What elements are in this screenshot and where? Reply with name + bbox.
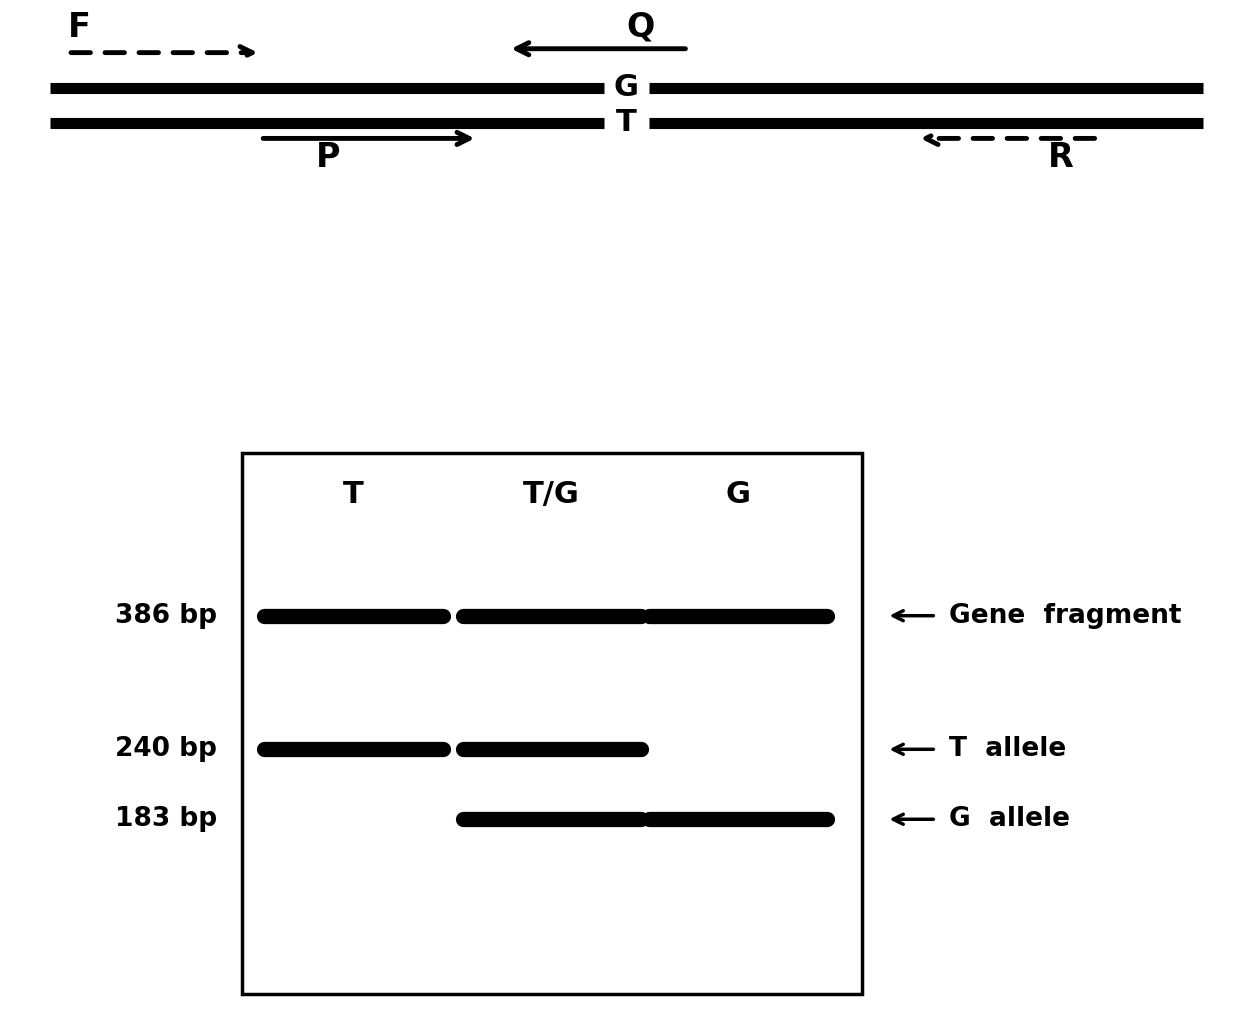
Text: Q: Q — [626, 11, 655, 44]
Text: Gene  fragment: Gene fragment — [949, 602, 1180, 629]
Text: G: G — [725, 480, 750, 509]
Text: T  allele: T allele — [949, 737, 1066, 762]
Text: T/G: T/G — [523, 480, 580, 509]
Text: 183 bp: 183 bp — [115, 806, 217, 832]
Bar — [242, 453, 862, 994]
Text: G  allele: G allele — [949, 806, 1070, 832]
Text: G: G — [614, 73, 639, 103]
Text: T: T — [343, 480, 363, 509]
Text: P: P — [316, 142, 341, 174]
Text: F: F — [68, 11, 91, 44]
Text: T: T — [616, 109, 636, 137]
Text: R: R — [1048, 142, 1074, 174]
Text: 240 bp: 240 bp — [115, 737, 217, 762]
Text: 386 bp: 386 bp — [115, 602, 217, 629]
